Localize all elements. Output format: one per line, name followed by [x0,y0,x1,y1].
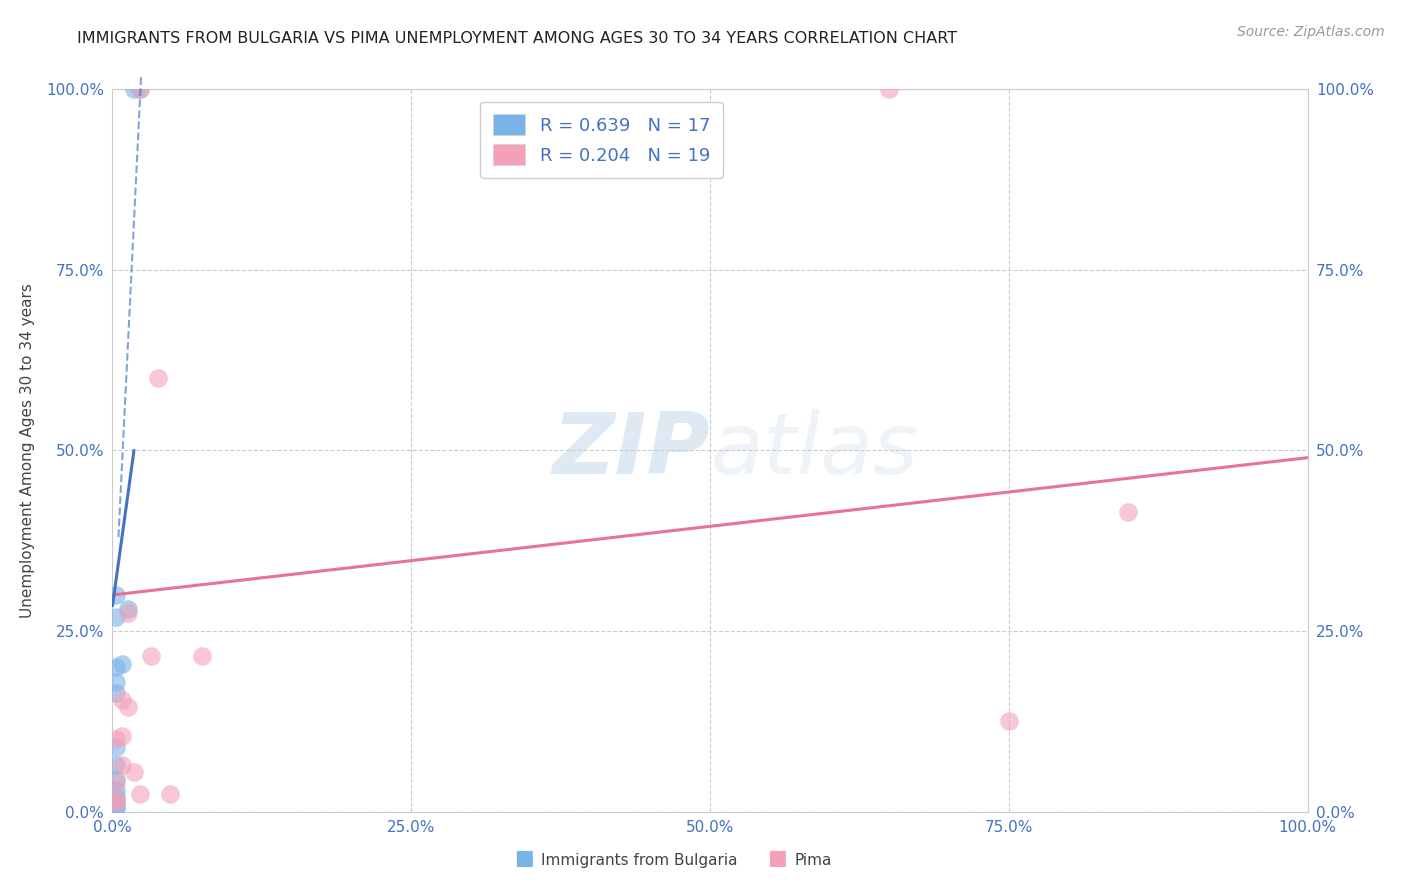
Text: Pima: Pima [794,853,832,868]
Point [117,602,139,616]
Point [122,764,145,779]
Point [105,783,128,797]
Text: atlas: atlas [710,409,918,492]
Point [139,649,162,664]
Point [105,685,128,699]
Point [998,714,1021,729]
Point [105,801,128,815]
Point [105,772,128,787]
Point [105,799,128,814]
Legend: R = 0.639   N = 17, R = 0.204   N = 19: R = 0.639 N = 17, R = 0.204 N = 19 [479,102,723,178]
Point [105,794,128,808]
Point [111,657,134,671]
Point [105,757,128,772]
Point [1118,505,1140,519]
Point [111,729,134,743]
Point [111,757,134,772]
Text: ■: ■ [515,848,534,868]
Point [105,588,128,602]
Text: ■: ■ [768,848,787,868]
Text: ZIP: ZIP [553,409,710,492]
Point [105,674,128,689]
Point [111,692,134,706]
Text: IMMIGRANTS FROM BULGARIA VS PIMA UNEMPLOYMENT AMONG AGES 30 TO 34 YEARS CORRELAT: IMMIGRANTS FROM BULGARIA VS PIMA UNEMPLO… [77,31,957,46]
Point [191,649,214,664]
Point [117,700,139,714]
Point [105,609,128,624]
Y-axis label: Unemployment Among Ages 30 to 34 years: Unemployment Among Ages 30 to 34 years [20,283,35,618]
Point [105,732,128,747]
Point [129,82,152,96]
Point [105,794,128,808]
Point [105,776,128,790]
Point [129,787,152,801]
Text: Immigrants from Bulgaria: Immigrants from Bulgaria [541,853,738,868]
Text: Source: ZipAtlas.com: Source: ZipAtlas.com [1237,25,1385,39]
Point [129,82,152,96]
Point [105,790,128,805]
Point [159,787,181,801]
Point [879,82,901,96]
Point [146,371,169,385]
Point [122,82,145,96]
Point [105,794,128,808]
Point [105,739,128,754]
Point [117,606,139,620]
Point [105,660,128,674]
